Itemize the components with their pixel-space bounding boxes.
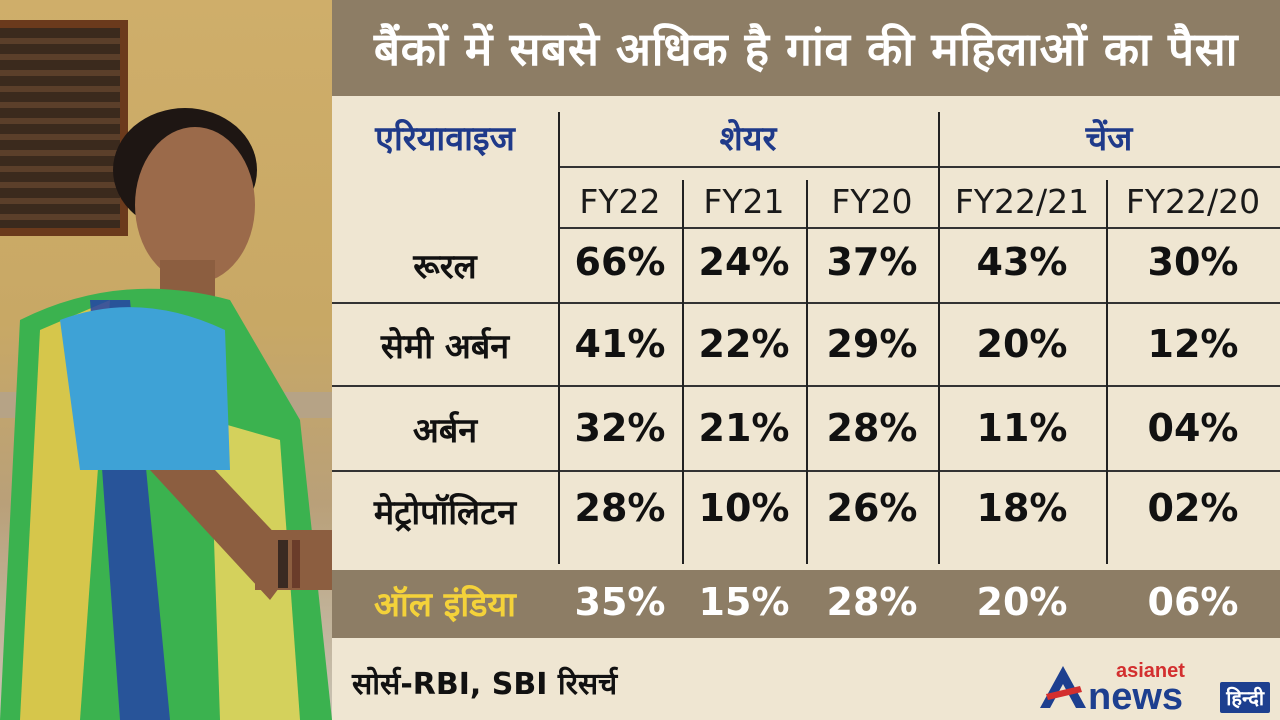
- table-cell: 29%: [826, 322, 918, 366]
- total-row: ऑल इंडिया 35% 15% 28% 20% 06%: [332, 570, 1280, 638]
- grid-line: [1106, 180, 1108, 564]
- col-header-fy21: FY21: [703, 182, 785, 221]
- table-cell: 24%: [698, 240, 790, 284]
- row-label-rural: रूरल: [413, 247, 477, 287]
- row-label-semi-urban: सेमी अर्बन: [380, 327, 510, 367]
- infographic-panel: बैंकों में सबसे अधिक है गांव की महिलाओं …: [332, 0, 1280, 720]
- col-header-fy20: FY20: [831, 182, 913, 221]
- table-cell: 28%: [574, 486, 666, 530]
- table-cell: 06%: [1147, 580, 1239, 624]
- table-cell: 28%: [826, 580, 918, 624]
- brand-logo: asianet news हिन्दी: [1038, 658, 1270, 718]
- table-cell: 12%: [1147, 322, 1239, 366]
- table-cell: 04%: [1147, 406, 1239, 450]
- data-table: एरियावाइज शेयर चेंज FY22 FY21 FY20 FY22/…: [332, 96, 1280, 636]
- table-cell: 30%: [1147, 240, 1239, 284]
- grid-line: [558, 227, 1280, 229]
- table-cell: 41%: [574, 322, 666, 366]
- table-cell: 15%: [698, 580, 790, 624]
- col-header-fy22: FY22: [579, 182, 661, 221]
- table-cell: 28%: [826, 406, 918, 450]
- table-cell: 37%: [826, 240, 918, 284]
- grid-line: [682, 180, 684, 564]
- col-header-fy22-20: FY22/20: [1125, 182, 1261, 221]
- grid-line: [558, 112, 560, 564]
- window: [0, 20, 128, 236]
- change-header: चेंज: [1085, 119, 1133, 159]
- table-cell: 22%: [698, 322, 790, 366]
- brand-big-text: news: [1088, 676, 1184, 718]
- table-cell: 21%: [698, 406, 790, 450]
- brand-tag: हिन्दी: [1220, 682, 1270, 713]
- col-header-fy22-21: FY22/21: [954, 182, 1090, 221]
- photo-woman: [0, 0, 332, 720]
- table-cell: 10%: [698, 486, 790, 530]
- grid-line: [806, 180, 808, 564]
- table-cell: 02%: [1147, 486, 1239, 530]
- table-cell: 26%: [826, 486, 918, 530]
- table-cell: 35%: [574, 580, 666, 624]
- share-header: शेयर: [719, 119, 777, 159]
- grid-line: [938, 112, 940, 564]
- area-header: एरियावाइज: [375, 119, 515, 159]
- grid-line: [558, 166, 1280, 168]
- table-cell: 18%: [976, 486, 1068, 530]
- source-note: सोर्स-RBI, SBI रिसर्च: [352, 667, 618, 702]
- row-label-metropolitan: मेट्रोपॉलिटन: [373, 493, 517, 533]
- title-bar: बैंकों में सबसे अधिक है गांव की महिलाओं …: [332, 0, 1280, 96]
- person-illustration: [0, 108, 332, 720]
- row-label-all-india: ऑल इंडिया: [374, 585, 516, 625]
- table-cell: 20%: [976, 580, 1068, 624]
- brand-small-text: asianet: [1116, 660, 1185, 682]
- table-cell: 32%: [574, 406, 666, 450]
- asianet-a-icon: [1040, 666, 1086, 708]
- page-title: बैंकों में सबसे अधिक है गांव की महिलाओं …: [373, 22, 1239, 76]
- table-cell: 20%: [976, 322, 1068, 366]
- table-cell: 43%: [976, 240, 1068, 284]
- table-cell: 66%: [574, 240, 666, 284]
- row-label-urban: अर्बन: [412, 411, 478, 451]
- table-cell: 11%: [976, 406, 1068, 450]
